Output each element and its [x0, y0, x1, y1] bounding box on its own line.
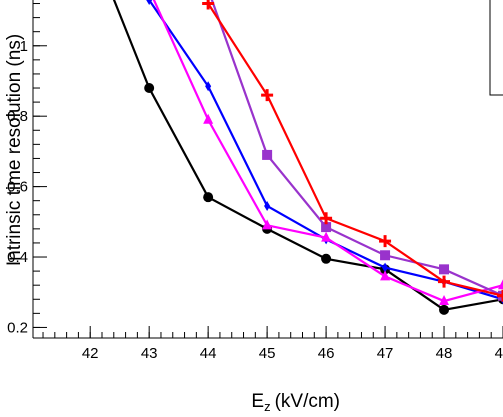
point: [439, 304, 450, 315]
point: [203, 113, 214, 124]
x-tick-label: 46: [318, 345, 335, 362]
point: [203, 192, 214, 203]
point: [321, 231, 332, 242]
point: [144, 83, 155, 94]
point: [320, 212, 333, 225]
point: [439, 264, 450, 275]
point: [321, 222, 332, 233]
point: [382, 262, 389, 273]
series-line: [207, 2, 503, 297]
point: [264, 200, 271, 211]
plot-area: [112, 0, 503, 315]
x-tick-label: 42: [82, 345, 99, 362]
point: [439, 295, 450, 306]
point: [438, 275, 451, 288]
point: [498, 279, 503, 290]
y-tick-label: 0.2: [7, 319, 28, 336]
point: [262, 149, 273, 160]
point: [262, 219, 273, 230]
point: [321, 253, 332, 264]
x-tick-label: 49: [495, 345, 503, 362]
x-axis-label: Ez (kV/cm): [251, 391, 340, 414]
x-label-unit: (kV/cm): [275, 391, 340, 412]
x-tick-label: 43: [141, 345, 158, 362]
point: [379, 235, 392, 248]
series-line: [112, 0, 503, 311]
series-line: [210, 0, 503, 297]
point: [261, 89, 274, 102]
point: [380, 270, 391, 281]
x-tick-label: 45: [259, 345, 276, 362]
y-tick-label: 0.8: [7, 108, 28, 125]
x-tick-label: 47: [377, 345, 394, 362]
point: [380, 250, 391, 261]
y-tick-label: 1: [20, 38, 28, 55]
y-tick-label: 0.4: [7, 249, 28, 266]
x-tick-label: 48: [436, 345, 453, 362]
y-axis-label: Intrinsic time resolution (ns): [4, 34, 25, 266]
x-label-main: E: [251, 391, 264, 412]
x-tick-label: 44: [200, 345, 217, 362]
point: [202, 0, 215, 10]
legend-box: [489, 0, 503, 96]
y-tick-label: 0.6: [7, 179, 28, 196]
x-label-sub: z: [264, 399, 271, 414]
point: [146, 0, 153, 5]
point: [205, 81, 212, 92]
point: [497, 289, 503, 302]
